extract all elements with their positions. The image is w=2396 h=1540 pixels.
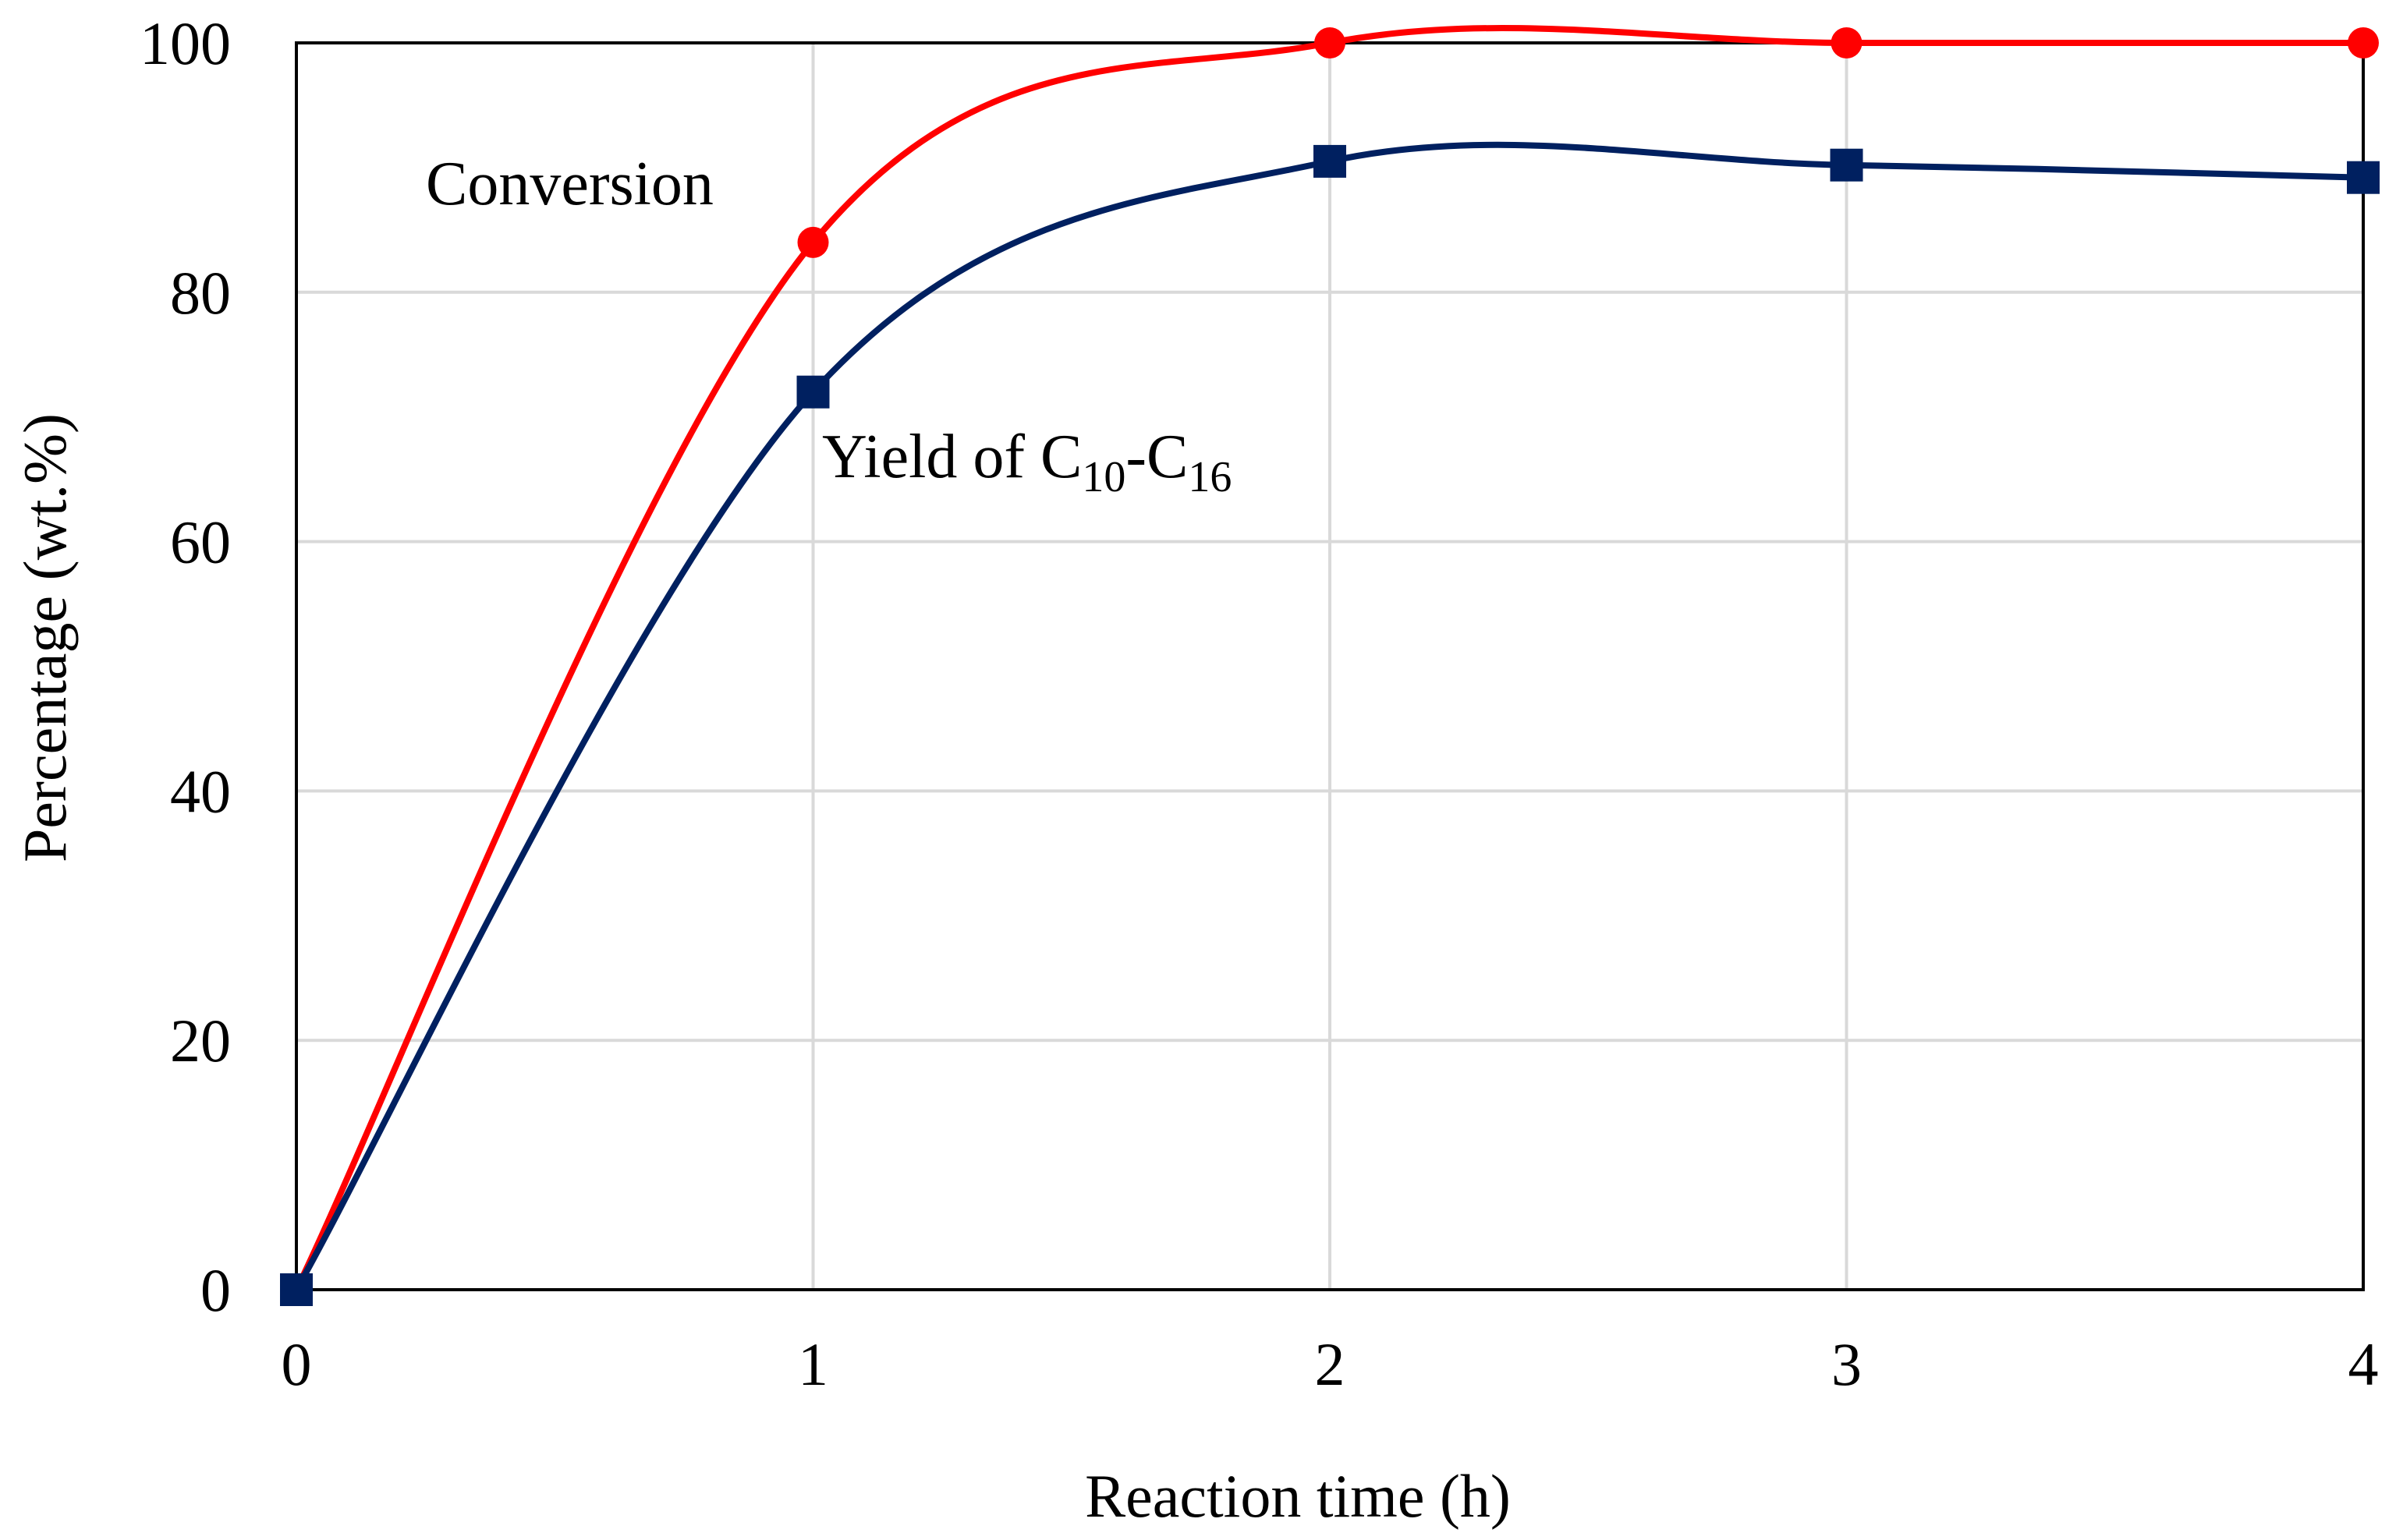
series-1-point-3 [1830,148,1863,182]
y-tick-label-3: 60 [170,508,231,576]
y-tick-label-1: 20 [170,1007,231,1074]
y-tick-label-4: 80 [170,259,231,327]
series-0-point-2 [1314,27,1345,58]
series-1-point-4 [2347,161,2380,194]
series-lines [293,25,2364,1291]
y-tick-label-2: 40 [170,757,231,825]
y-tick-label-0: 0 [200,1256,231,1324]
x-tick-label-3: 3 [1831,1330,1862,1398]
series-line-0 [293,25,2363,1291]
annotation-yield: Yield of C10-C16 [822,423,1232,501]
series-1-point-2 [1313,144,1346,178]
y-axis-title: Percentage (wt.%) [11,413,79,862]
annotation-yield-sub-1: 10 [1082,453,1125,501]
series-0-point-4 [2348,27,2379,58]
x-tick-label-2: 2 [1315,1330,1345,1398]
x-tick-label-0: 0 [282,1330,312,1398]
annotation-yield-sub-2: 16 [1188,453,1232,501]
series-0-point-1 [797,226,829,258]
annotation-yield-dash: -C [1125,423,1188,491]
series-1-point-0 [280,1273,313,1306]
y-tick-label-5: 100 [140,9,231,77]
annotation-yield-prefix: Yield of C [822,423,1082,491]
annotation-conversion: Conversion [426,150,714,218]
series-line-1 [293,141,2364,1291]
x-tick-label-4: 4 [2348,1330,2379,1398]
grid-lines [295,41,2365,1291]
series-0-point-3 [1831,27,1863,58]
x-tick-label-1: 1 [798,1330,828,1398]
series-1-point-1 [796,375,830,409]
x-axis-title: Reaction time (h) [1085,1462,1511,1530]
x-tick-labels: 0 1 2 3 4 [282,1330,2379,1398]
y-tick-labels: 0 20 40 60 80 100 [140,9,231,1324]
series-markers [280,27,2380,1306]
